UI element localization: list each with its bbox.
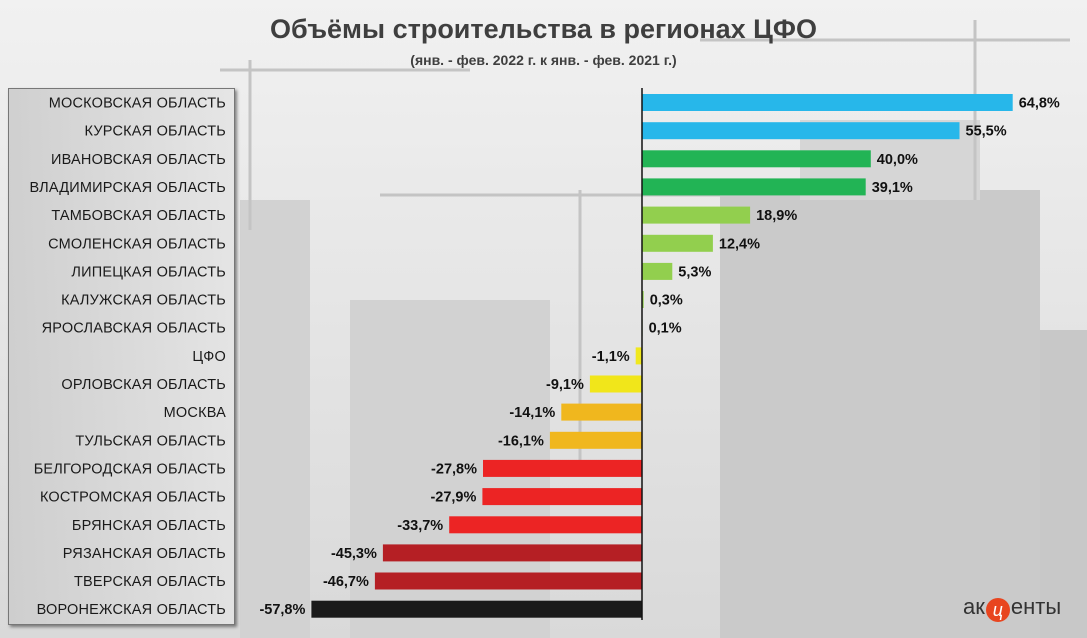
category-label-9: ЯРОСЛАВСКАЯ ОБЛАСТЬ <box>42 321 226 337</box>
value-label-15: -27,9% <box>430 490 476 506</box>
bar-10 <box>635 347 642 365</box>
value-label-14: -27,8% <box>431 461 477 477</box>
bar-2 <box>642 122 960 140</box>
value-label-13: -16,1% <box>498 433 544 449</box>
bar-12 <box>561 403 642 421</box>
value-label-12: -14,1% <box>509 405 555 421</box>
category-label-15: КОСТРОМСКАЯ ОБЛАСТЬ <box>40 490 226 506</box>
chart-title: Объёмы строительства в регионах ЦФО <box>270 14 817 44</box>
category-label-14: БЕЛГОРОДСКАЯ ОБЛАСТЬ <box>34 461 226 477</box>
bar-7 <box>642 262 673 280</box>
value-label-16: -33,7% <box>397 518 443 534</box>
category-label-11: ОРЛОВСКАЯ ОБЛАСТЬ <box>61 377 226 393</box>
bar-19 <box>311 600 642 618</box>
bar-14 <box>483 459 642 477</box>
value-label-1: 64,8% <box>1019 96 1060 112</box>
bar-13 <box>549 431 642 449</box>
bar-16 <box>449 516 642 534</box>
category-label-17: РЯЗАНСКАЯ ОБЛАСТЬ <box>63 546 226 562</box>
bar-5 <box>642 206 751 224</box>
bar-6 <box>642 234 713 252</box>
bar-3 <box>642 150 871 168</box>
category-label-18: ТВЕРСКАЯ ОБЛАСТЬ <box>74 574 226 590</box>
bar-8 <box>642 291 644 308</box>
category-label-4: ВЛАДИМИРСКАЯ ОБЛАСТЬ <box>29 180 226 196</box>
logo-part-mid: ц <box>985 598 1010 622</box>
category-label-1: МОСКОВСКАЯ ОБЛАСТЬ <box>49 96 226 112</box>
category-label-2: КУРСКАЯ ОБЛАСТЬ <box>85 124 226 140</box>
category-label-8: КАЛУЖСКАЯ ОБЛАСТЬ <box>61 293 226 309</box>
value-label-4: 39,1% <box>872 180 913 196</box>
category-label-3: ИВАНОВСКАЯ ОБЛАСТЬ <box>51 152 226 168</box>
value-label-2: 55,5% <box>966 124 1007 140</box>
value-label-6: 12,4% <box>719 236 760 252</box>
chart-subtitle: (янв. - фев. 2022 г. к янв. - фев. 2021 … <box>410 52 677 68</box>
bar-18 <box>374 572 642 590</box>
brand-logo: ак ц енты <box>963 594 1061 622</box>
bar-15 <box>482 488 642 506</box>
value-label-8: 0,3% <box>650 293 683 309</box>
category-label-13: ТУЛЬСКАЯ ОБЛАСТЬ <box>75 433 226 449</box>
value-label-9: 0,1% <box>649 321 682 337</box>
value-label-3: 40,0% <box>877 152 918 168</box>
bar-11 <box>589 375 642 393</box>
category-label-10: ЦФО <box>192 349 226 365</box>
category-label-panel <box>8 88 235 625</box>
value-label-17: -45,3% <box>331 546 377 562</box>
category-label-12: МОСКВА <box>164 405 226 421</box>
category-label-19: ВОРОНЕЖСКАЯ ОБЛАСТЬ <box>37 602 226 618</box>
value-label-7: 5,3% <box>678 264 711 280</box>
value-label-19: -57,8% <box>259 602 305 618</box>
category-label-6: СМОЛЕНСКАЯ ОБЛАСТЬ <box>48 236 226 252</box>
bar-4 <box>642 178 866 196</box>
category-label-16: БРЯНСКАЯ ОБЛАСТЬ <box>72 518 226 534</box>
category-label-7: ЛИПЕЦКАЯ ОБЛАСТЬ <box>71 264 226 280</box>
value-label-5: 18,9% <box>756 208 797 224</box>
logo-part-left: ак <box>963 594 985 619</box>
logo-part-right: енты <box>1010 594 1062 619</box>
bar-17 <box>382 544 642 562</box>
value-label-18: -46,7% <box>323 574 369 590</box>
category-label-5: ТАМБОВСКАЯ ОБЛАСТЬ <box>51 208 226 224</box>
value-label-11: -9,1% <box>546 377 584 393</box>
value-label-10: -1,1% <box>592 349 630 365</box>
bar-1 <box>642 94 1013 111</box>
